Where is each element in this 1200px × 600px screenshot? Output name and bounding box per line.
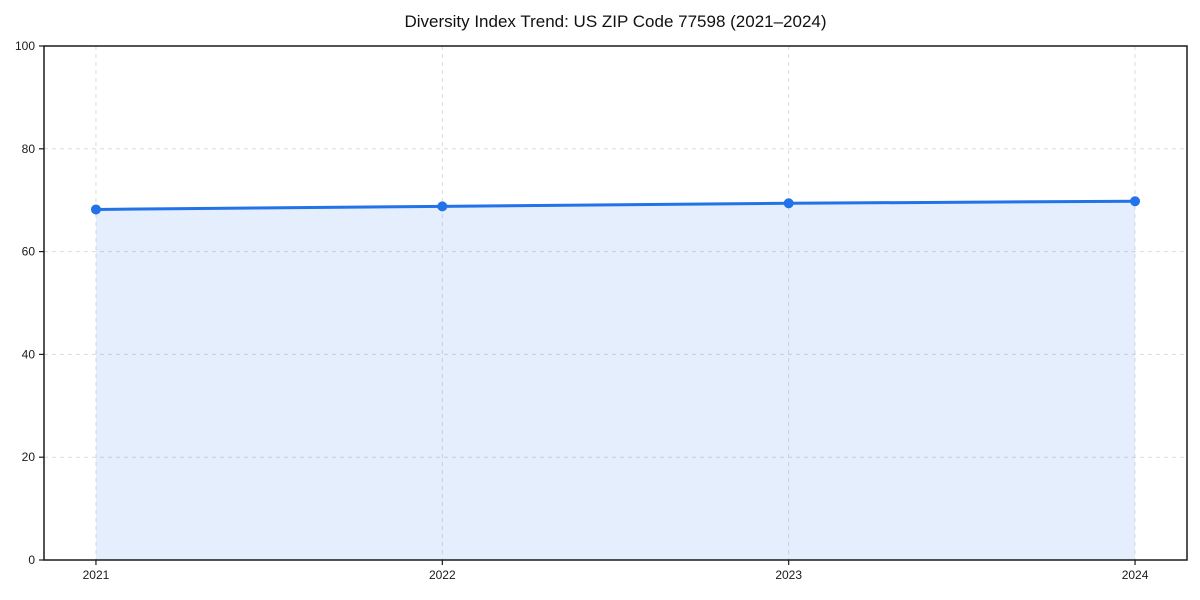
y-tick-label-20: 20 xyxy=(22,450,36,464)
data-point-2024 xyxy=(1130,196,1141,207)
x-tick-label-2023: 2023 xyxy=(775,568,802,582)
trend-line xyxy=(94,199,1137,211)
data-point-2023 xyxy=(783,198,794,209)
area-fill xyxy=(95,201,1136,560)
data-point-2022 xyxy=(437,201,448,212)
plot-border xyxy=(43,45,1188,561)
chart-title: Diversity Index Trend: US ZIP Code 77598… xyxy=(404,12,827,31)
y-tick-label-0: 0 xyxy=(28,553,35,567)
y-tick-label-60: 60 xyxy=(22,245,36,259)
x-tick-label-2022: 2022 xyxy=(429,568,456,582)
y-tick-label-40: 40 xyxy=(22,347,36,361)
y-tick-label-100: 100 xyxy=(15,39,35,53)
y-tick-label-80: 80 xyxy=(22,142,36,156)
x-tick-label-2021: 2021 xyxy=(83,568,110,582)
x-tick-label-2024: 2024 xyxy=(1122,568,1149,582)
data-point-2021 xyxy=(90,204,101,215)
